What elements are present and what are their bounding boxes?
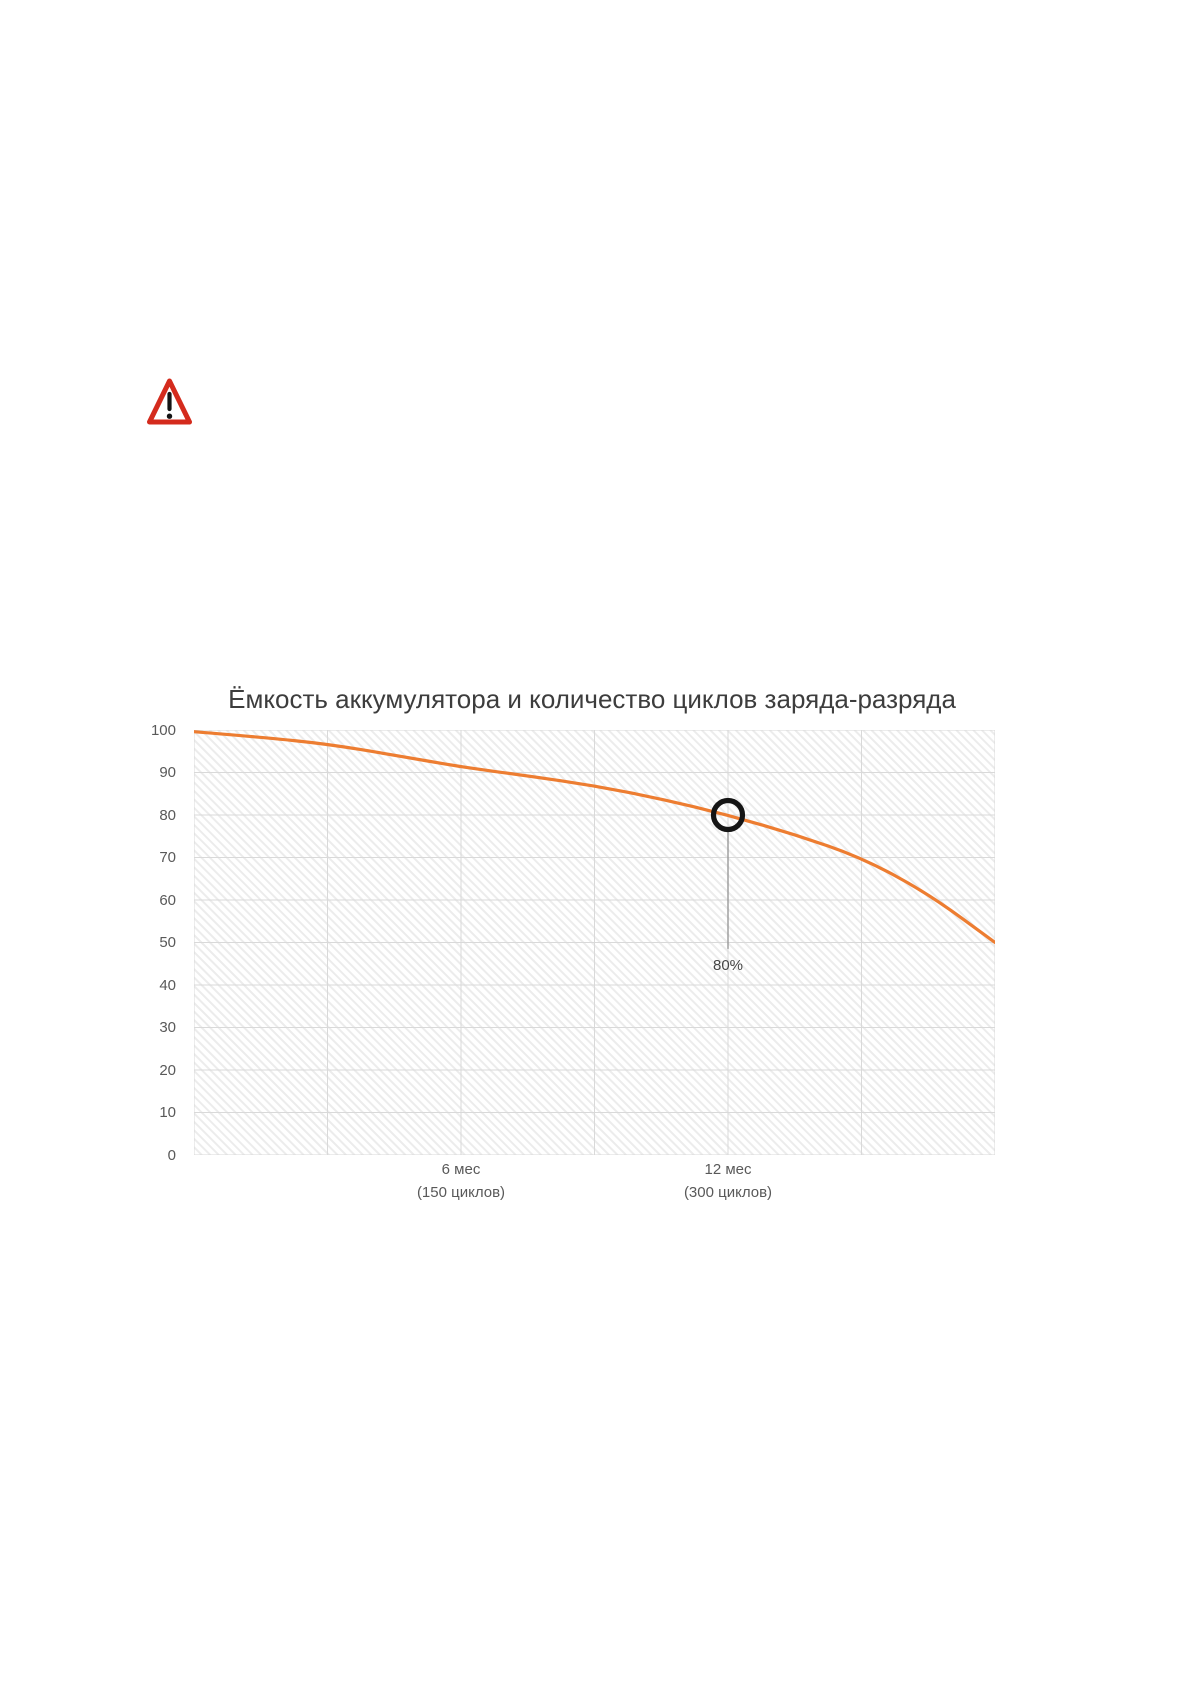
y-axis-tick-label: 90 xyxy=(159,764,176,781)
warning-exclamation-dot xyxy=(166,413,173,419)
annotation-label: 80% xyxy=(712,956,744,974)
y-axis-tick-label: 50 xyxy=(159,934,176,951)
x-tick-line1: 12 мес xyxy=(704,1161,752,1178)
warning-triangle-icon xyxy=(147,378,192,425)
x-tick-line1: 6 мес xyxy=(441,1161,481,1178)
y-axis-tick-label: 80 xyxy=(159,806,176,824)
y-axis-tick-label: 0 xyxy=(167,1146,176,1164)
chart-title: Ёмкость аккумулятора и количество циклов… xyxy=(228,684,956,714)
y-axis-tick-label: 10 xyxy=(159,1104,176,1121)
x-axis-tick-label: 12 мес (300 циклов) xyxy=(648,1158,808,1204)
y-axis-tick-label: 60 xyxy=(159,891,176,909)
y-axis-tick-label: 100 xyxy=(150,721,176,739)
y-axis-tick-label: 70 xyxy=(159,849,176,866)
y-axis-tick-label: 40 xyxy=(159,976,176,994)
capacity-curve xyxy=(194,730,995,945)
x-tick-line2: (150 циклов) xyxy=(416,1184,506,1201)
annotation-ring-marker xyxy=(710,797,746,833)
x-axis-tick-label: 6 мес (150 циклов) xyxy=(381,1158,541,1204)
y-axis-tick-label: 30 xyxy=(159,1019,176,1036)
plot-area xyxy=(194,730,995,1155)
y-axis-tick-label: 20 xyxy=(159,1061,176,1079)
x-tick-line2: (300 циклов) xyxy=(683,1184,773,1201)
